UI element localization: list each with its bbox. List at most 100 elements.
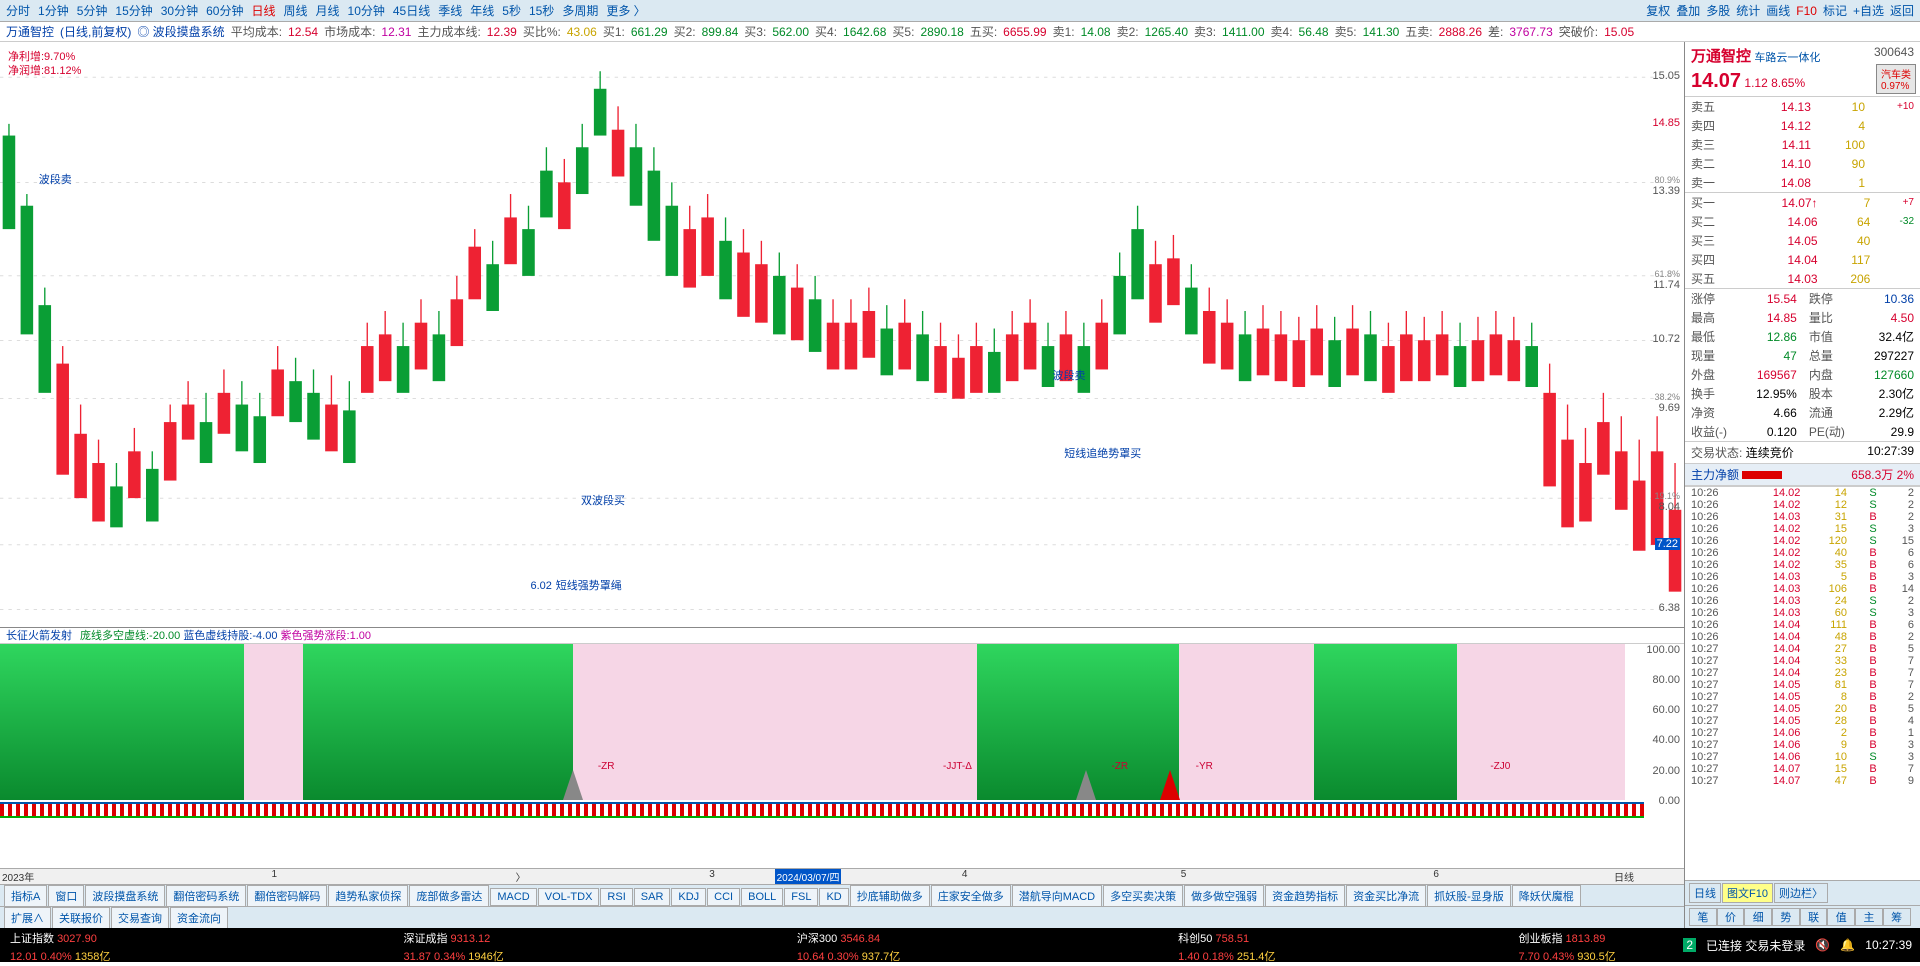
timeframe-5[interactable]: 60分钟 (206, 4, 243, 18)
timeframe-14[interactable]: 15秒 (529, 4, 554, 18)
sidebtab-细[interactable]: 细 (1744, 908, 1772, 926)
tab-BOLL[interactable]: BOLL (741, 888, 783, 906)
timeline[interactable]: 2023年1〉32024/03/07/四456日线 (0, 868, 1684, 884)
tab-翻倍密码解码[interactable]: 翻倍密码解码 (247, 885, 327, 906)
timeframe-4[interactable]: 30分钟 (161, 4, 198, 18)
mute-icon[interactable]: 🔇 (1815, 938, 1830, 952)
tab-庄家安全做多[interactable]: 庄家安全做多 (931, 885, 1011, 906)
tab-潜航导向MACD[interactable]: 潜航导向MACD (1012, 885, 1102, 906)
timeframe-2[interactable]: 5分钟 (77, 4, 108, 18)
tab-RSI[interactable]: RSI (600, 888, 632, 906)
tool-复权[interactable]: 复权 (1646, 4, 1670, 18)
sidetab-则边栏〉[interactable]: 则边栏〉 (1774, 883, 1828, 903)
tab-关联报价[interactable]: 关联报价 (52, 907, 110, 929)
sidebtab-势[interactable]: 势 (1772, 908, 1800, 926)
tool-统计[interactable]: 统计 (1736, 4, 1760, 18)
tick-row: 10:2614.02120S15 (1685, 535, 1920, 547)
tab-指标A[interactable]: 指标A (4, 885, 47, 906)
tick-row: 10:2714.0715B7 (1685, 763, 1920, 775)
tool-标记[interactable]: 标记 (1823, 4, 1847, 18)
timeframe-13[interactable]: 5秒 (502, 4, 521, 18)
bell-icon[interactable]: 🔔 (1840, 938, 1855, 952)
tick-row: 10:2714.0427B5 (1685, 643, 1920, 655)
timeframe-1[interactable]: 1分钟 (38, 4, 69, 18)
marker-triangle (563, 770, 583, 800)
tab-KD[interactable]: KD (819, 888, 848, 906)
tab-降妖伏魔棍[interactable]: 降妖伏魔棍 (1512, 885, 1581, 906)
tab-SAR[interactable]: SAR (634, 888, 671, 906)
timeframe-12[interactable]: 年线 (470, 4, 494, 18)
side-stock-name[interactable]: 万通智控 (1691, 48, 1751, 65)
timeline-mark[interactable]: 6 (1431, 869, 1441, 885)
timeframe-6[interactable]: 日线 (251, 4, 275, 18)
chart-annotation: 6.02 (530, 580, 551, 592)
tab-资金趋势指标[interactable]: 资金趋势指标 (1265, 885, 1345, 906)
ind-pink-block (1457, 644, 1625, 800)
sidetab-日线[interactable]: 日线 (1689, 883, 1721, 903)
sidebtab-价[interactable]: 价 (1717, 908, 1745, 926)
ind-pink-block (1179, 644, 1314, 800)
timeframe-10[interactable]: 45日线 (393, 4, 430, 18)
timeframe-16[interactable]: 更多 〉 (606, 4, 645, 18)
sidebtab-主[interactable]: 主 (1855, 908, 1883, 926)
tick-row: 10:2614.0235B6 (1685, 559, 1920, 571)
timeline-mark[interactable]: 5 (1179, 869, 1189, 885)
tab-多空买卖决策[interactable]: 多空买卖决策 (1103, 885, 1183, 906)
timeframe-3[interactable]: 15分钟 (115, 4, 152, 18)
tab-窗口[interactable]: 窗口 (48, 885, 84, 906)
tab-FSL[interactable]: FSL (784, 888, 818, 906)
tool-画线[interactable]: 画线 (1766, 4, 1790, 18)
tab-抓妖股-显身版[interactable]: 抓妖股-显身版 (1427, 885, 1511, 906)
sidebtab-值[interactable]: 值 (1827, 908, 1855, 926)
tool-F10[interactable]: F10 (1796, 4, 1817, 18)
tool-返回[interactable]: 返回 (1890, 4, 1914, 18)
tool-+自选[interactable]: +自选 (1853, 4, 1884, 18)
timeframe-7[interactable]: 周线 (283, 4, 307, 18)
tab-翻倍密码系统[interactable]: 翻倍密码系统 (166, 885, 246, 906)
timeline-mark[interactable]: 3 (707, 869, 717, 885)
timeline-mark[interactable]: 〉 (514, 869, 528, 885)
sidebtab-联[interactable]: 联 (1800, 908, 1828, 926)
tab-庞部做多雷达[interactable]: 庞部做多雷达 (409, 885, 489, 906)
tab-趋势私家侦探[interactable]: 趋势私家侦探 (328, 885, 408, 906)
tab-资金买比净流[interactable]: 资金买比净流 (1346, 885, 1426, 906)
timeframe-15[interactable]: 多周期 (562, 4, 598, 18)
tab-交易查询[interactable]: 交易查询 (111, 907, 169, 929)
indicator-panel[interactable]: 长征火箭发射 庞线多空虚线:-20.00 蓝色虚线持股:-4.00 紫色强势涨段… (0, 627, 1684, 822)
tab-抄底辅助做多[interactable]: 抄底辅助做多 (850, 885, 930, 906)
tab-资金流向[interactable]: 资金流向 (170, 907, 228, 929)
level-row: 买四14.04117 (1685, 250, 1920, 269)
tool-多股[interactable]: 多股 (1706, 4, 1730, 18)
tick-row: 10:2714.069B3 (1685, 739, 1920, 751)
timeframe-8[interactable]: 月线 (316, 4, 340, 18)
timeframe-0[interactable]: 分时 (6, 4, 30, 18)
top-right-tools: 复权叠加多股统计画线 F10 标记 +自选返回 (1640, 2, 1914, 19)
sidebtab-筹[interactable]: 筹 (1883, 908, 1911, 926)
timeline-mark[interactable]: 4 (960, 869, 970, 885)
level-row: 卖一14.081 (1685, 173, 1920, 192)
tab-MACD[interactable]: MACD (490, 888, 536, 906)
sidetab-图文F10[interactable]: 图文F10 (1722, 883, 1773, 903)
stock-code: 300643 (1874, 45, 1914, 59)
chart-annotation: 波段卖 (1053, 367, 1086, 383)
tab-CCI[interactable]: CCI (707, 888, 740, 906)
candle-chart[interactable]: 净利增:9.70% 净润增:81.12% 15.0514.8580.9%13.3… (0, 42, 1684, 627)
tick-row: 10:2714.0520B5 (1685, 703, 1920, 715)
timeline-mark[interactable]: 1 (269, 869, 279, 885)
timeframe-11[interactable]: 季线 (438, 4, 462, 18)
timeframe-9[interactable]: 10分钟 (348, 4, 385, 18)
tab-VOL-TDX[interactable]: VOL-TDX (538, 888, 600, 906)
tool-叠加[interactable]: 叠加 (1676, 4, 1700, 18)
indicator-tabs-a: 指标A窗口波段摸盘系统翻倍密码系统翻倍密码解码趋势私家侦探庞部做多雷达MACDV… (0, 884, 1684, 906)
sidebtab-笔[interactable]: 笔 (1689, 908, 1717, 926)
tab-扩展∧[interactable]: 扩展∧ (4, 907, 51, 929)
tab-KDJ[interactable]: KDJ (671, 888, 706, 906)
level-row: 卖三14.11100 (1685, 135, 1920, 154)
tab-做多做空强弱[interactable]: 做多做空强弱 (1184, 885, 1264, 906)
tick-row: 10:2614.0324S2 (1685, 595, 1920, 607)
dot-strip (0, 802, 1644, 818)
timeline-mark[interactable]: 2024/03/07/四 (775, 869, 842, 885)
tick-row: 10:2614.0212S2 (1685, 499, 1920, 511)
tab-波段摸盘系统[interactable]: 波段摸盘系统 (85, 885, 165, 906)
timeline-mark[interactable]: 2023年 (0, 869, 36, 885)
